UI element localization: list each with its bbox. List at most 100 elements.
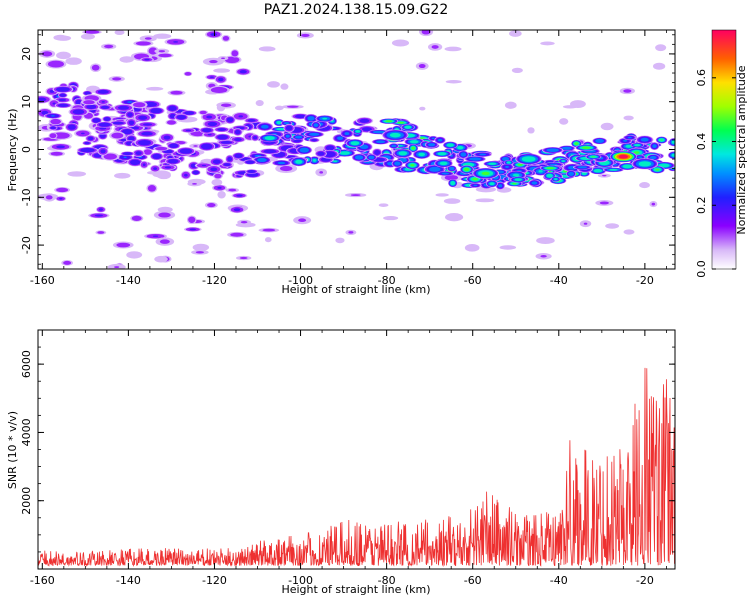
spectral-blob xyxy=(99,127,107,130)
spectral-blob xyxy=(214,173,222,179)
spectral-blob xyxy=(428,143,436,147)
spectral-blob xyxy=(489,182,495,186)
spectral-blob xyxy=(142,163,146,166)
spectral-blob xyxy=(652,144,657,148)
spectral-blob xyxy=(554,178,558,181)
spectral-blob xyxy=(319,171,324,174)
spectrogram-y-tick-label: -20 xyxy=(20,236,33,254)
spectral-blob xyxy=(45,195,53,200)
spectral-blob xyxy=(99,133,106,139)
spectral-blob xyxy=(207,203,216,208)
colorbar-tick-label: 0.4 xyxy=(695,133,708,151)
spectral-blob xyxy=(157,206,173,213)
spectral-blob xyxy=(577,166,588,169)
spectral-blob xyxy=(103,117,111,122)
spectral-blob xyxy=(148,47,158,55)
spectral-blob xyxy=(294,114,306,119)
spectral-blob xyxy=(50,118,61,125)
spectral-blob xyxy=(50,151,63,156)
spectral-blob xyxy=(499,245,517,250)
spectral-blob xyxy=(378,203,389,207)
spectral-blob xyxy=(375,140,386,144)
spectral-blob xyxy=(192,170,200,175)
spectral-blob xyxy=(179,148,193,154)
spectral-blob xyxy=(184,111,195,115)
spectral-blob xyxy=(56,145,66,149)
spectral-blob xyxy=(623,139,628,142)
spectral-blob xyxy=(86,104,97,109)
snr-y-tick-label: 2000 xyxy=(20,487,33,515)
spectral-blob xyxy=(220,103,232,107)
spectral-blob xyxy=(409,159,412,161)
spectral-blob xyxy=(121,129,133,135)
spectral-blob xyxy=(97,231,105,234)
spectral-blob xyxy=(57,103,69,108)
spectral-blob xyxy=(127,136,135,141)
spectral-blob xyxy=(94,214,103,217)
spectral-blob xyxy=(223,163,231,167)
spectral-blob xyxy=(581,146,591,149)
spectral-blob xyxy=(398,151,408,156)
spectral-blob xyxy=(138,139,151,146)
spectral-blob xyxy=(168,105,177,111)
spectral-blob xyxy=(509,30,522,37)
snr-y-tick-label: 6000 xyxy=(20,350,33,378)
snr-x-tick-label: -140 xyxy=(116,574,141,587)
spectral-blob xyxy=(227,156,233,162)
spectral-blob xyxy=(221,57,225,60)
spectral-blob xyxy=(404,125,412,129)
spectral-blob xyxy=(569,100,586,108)
spectral-blob xyxy=(264,136,275,141)
spectral-blob xyxy=(127,112,133,117)
spectral-blob xyxy=(450,180,456,186)
spectral-blob xyxy=(473,184,478,187)
spectral-blob xyxy=(638,161,652,167)
colorbar-gradient xyxy=(711,29,737,270)
spectral-blob xyxy=(504,101,517,109)
spectral-blob xyxy=(625,144,632,148)
spectral-blob xyxy=(220,141,233,144)
spectral-blob xyxy=(574,142,579,145)
spectral-blob xyxy=(285,125,293,131)
spectral-blob xyxy=(217,191,226,199)
spectral-blob xyxy=(261,124,269,129)
spectral-blob xyxy=(104,44,114,49)
spectral-blob xyxy=(147,185,156,192)
spectrogram-x-tick-label: -100 xyxy=(288,274,313,287)
spectral-blob xyxy=(112,77,122,81)
spectral-blob xyxy=(651,202,656,206)
spectrogram-x-tick-label: -140 xyxy=(116,274,141,287)
spectral-blob xyxy=(59,197,63,200)
spectral-blob xyxy=(234,129,241,135)
spectral-blob xyxy=(133,102,146,108)
spectral-blob xyxy=(301,33,310,37)
spectral-blob xyxy=(437,152,447,156)
spectrogram-x-label: Height of straight line (km) xyxy=(281,283,430,296)
spectral-blob xyxy=(457,146,464,150)
spectral-blob xyxy=(67,124,76,130)
spectral-blob xyxy=(536,237,555,245)
spectral-blob xyxy=(169,113,176,119)
spectral-blob xyxy=(443,198,461,204)
spectral-blob xyxy=(623,115,634,121)
spectral-blob xyxy=(671,140,675,144)
spectral-blob xyxy=(135,41,151,46)
figure-title: PAZ1.2024.138.15.09.G22 xyxy=(264,2,449,18)
spectral-blob xyxy=(660,139,663,141)
spectral-blob xyxy=(143,149,152,155)
spectral-blob xyxy=(409,140,419,144)
spectral-blob xyxy=(538,170,543,173)
spectral-blob xyxy=(184,173,188,177)
spectral-blob xyxy=(152,153,162,159)
spectral-blob xyxy=(163,135,171,140)
spectral-blob xyxy=(280,83,289,90)
spectral-blob xyxy=(155,146,168,151)
spectral-blob xyxy=(233,208,241,212)
spectral-blob xyxy=(210,86,228,94)
spectral-blob xyxy=(222,35,230,41)
spectrogram-x-tick-label: -60 xyxy=(464,274,482,287)
spectral-blob xyxy=(53,34,68,41)
spectral-blob xyxy=(335,237,345,244)
spectral-blob xyxy=(59,93,67,97)
spectral-blob xyxy=(546,167,555,170)
